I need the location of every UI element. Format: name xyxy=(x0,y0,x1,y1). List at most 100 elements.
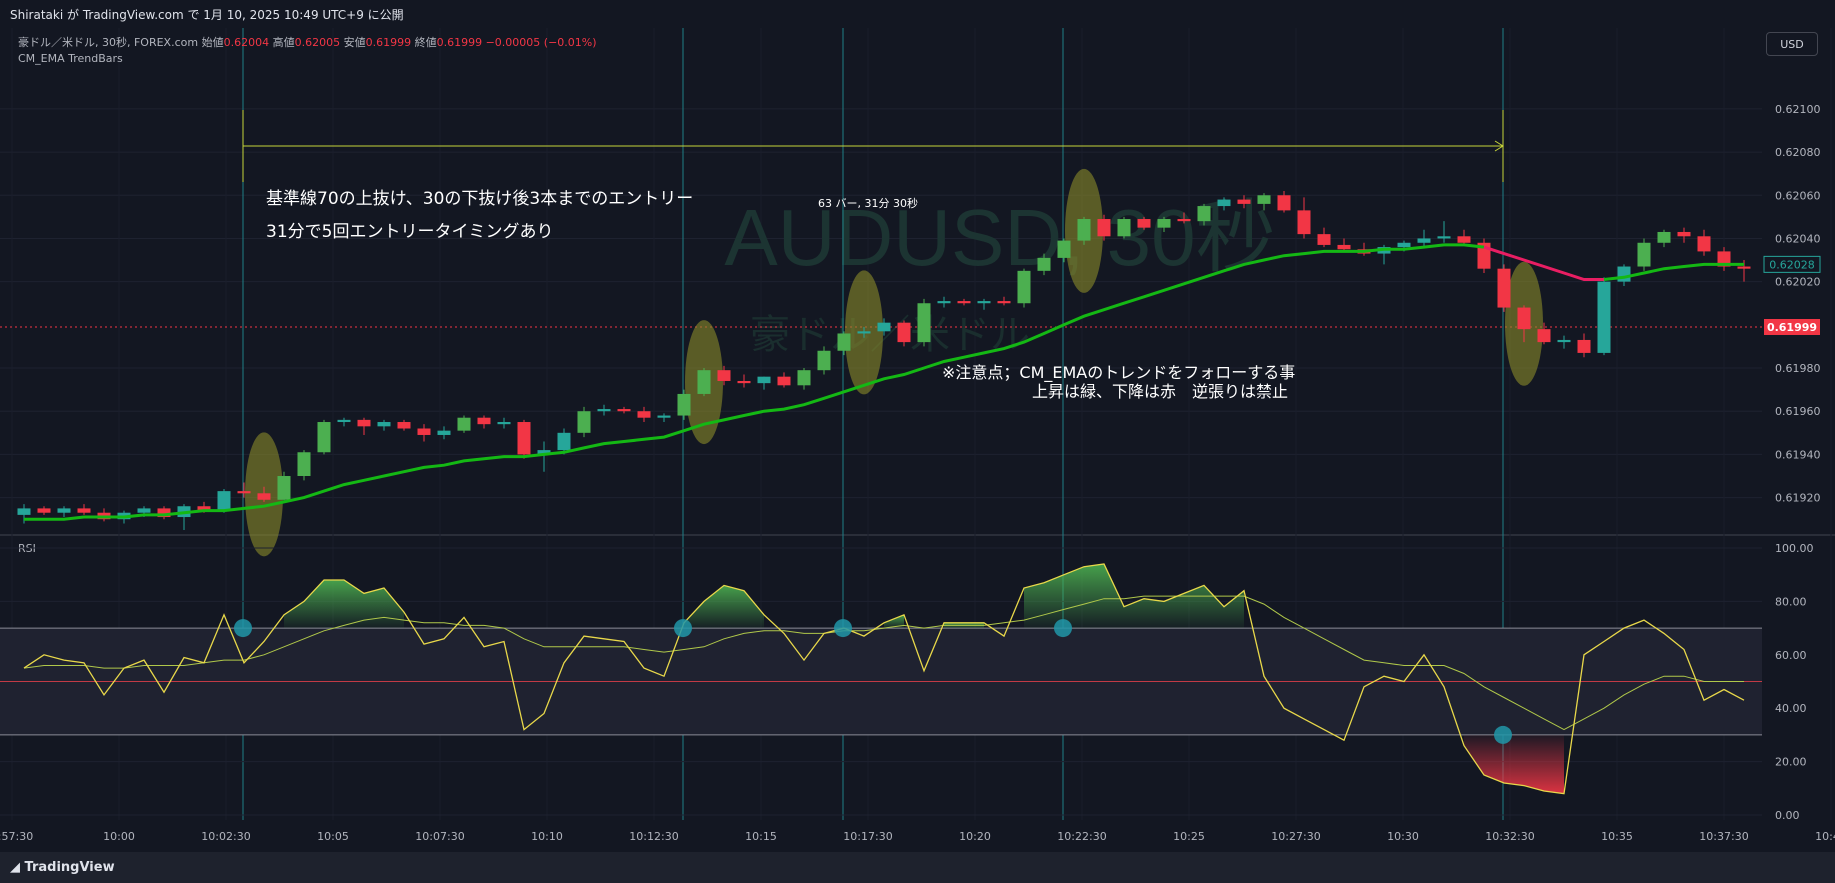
candle-body xyxy=(17,508,31,515)
close-value: 0.61999 xyxy=(436,36,483,49)
candle-body xyxy=(1337,244,1351,250)
time-tick-label: 10:27:30 xyxy=(1271,830,1320,843)
candle-body xyxy=(477,417,491,425)
candle-body xyxy=(1657,231,1671,243)
ema-price-badge xyxy=(1763,255,1821,273)
candle-body xyxy=(1697,236,1711,252)
candle-body xyxy=(897,322,911,343)
candle-body xyxy=(1317,234,1331,245)
candle-body xyxy=(1537,329,1551,343)
top-bar: Shirataki が TradingView.com で 1月 10, 202… xyxy=(0,0,1835,28)
candle-body xyxy=(797,370,811,386)
symbol-label[interactable]: 豪ドル／米ドル, 30秒, FOREX.com xyxy=(18,36,199,49)
chart-canvas[interactable]: 0.62100 0.62080 0.62060 0.62040 0.62020 0.619… xyxy=(0,0,1835,852)
candle-body xyxy=(737,380,751,384)
candle-body xyxy=(677,393,691,416)
candle-body xyxy=(1417,238,1431,243)
candle-body xyxy=(817,350,831,371)
candle-body xyxy=(777,376,791,386)
ema-line-up xyxy=(24,243,1485,521)
measure-arrow-head xyxy=(1494,140,1504,152)
candle-body xyxy=(1057,240,1071,258)
candle-body xyxy=(457,417,471,431)
price-tick-label: 0.62100 xyxy=(1775,103,1821,116)
watermark-symbol: AUDUSD, 30秒 xyxy=(724,193,1275,282)
candle-body xyxy=(657,415,671,418)
ema-price-badge-text: 0.62028 xyxy=(1769,258,1815,271)
candle-body xyxy=(57,508,71,513)
candle-body xyxy=(297,452,311,477)
annotation-trend-rule: 上昇は緑、下降は赤 逆張りは禁止 xyxy=(1032,382,1288,401)
candle-body xyxy=(1217,199,1231,207)
candle-body xyxy=(497,422,511,425)
rsi-signal-dot xyxy=(674,619,692,638)
time-tick-label: 10:07:30 xyxy=(415,830,464,843)
annotation-entry-rule: 基準線70の上抜け、30の下抜け後3本までのエントリー xyxy=(266,189,693,209)
open-label: 始値 xyxy=(201,36,224,49)
candle-body xyxy=(1457,236,1471,243)
candle-body xyxy=(717,370,731,381)
time-tick-label: 10:22:30 xyxy=(1057,830,1106,843)
time-tick-label: 10:00 xyxy=(103,830,135,843)
candle-body xyxy=(1097,219,1111,237)
time-tick-label: 10:37:30 xyxy=(1699,830,1748,843)
candle-body xyxy=(517,422,531,455)
candle-body xyxy=(1237,199,1251,204)
time-tick-label: 10:17:30 xyxy=(843,830,892,843)
candle-body xyxy=(1597,281,1611,353)
candle-body xyxy=(617,409,631,412)
high-value: 0.62005 xyxy=(294,36,341,49)
candle-body xyxy=(1497,268,1511,308)
candle-body xyxy=(1717,251,1731,267)
candle-body xyxy=(877,322,891,332)
candle-body xyxy=(237,491,251,494)
candle-body xyxy=(557,432,571,451)
price-tick-label: 0.61980 xyxy=(1775,362,1821,375)
rsi-overbought-fill xyxy=(684,585,764,629)
candle-body xyxy=(317,422,331,453)
time-tick-label: 9:57:30 xyxy=(0,830,33,843)
tv-logo-icon: ◢ xyxy=(10,860,25,875)
annotation-entry-count: 31分で5回エントリータイミングあり xyxy=(266,222,553,242)
price-tick-label: 0.62020 xyxy=(1775,276,1821,289)
candle-body xyxy=(1637,242,1651,267)
candle-body xyxy=(157,508,171,518)
candle-body xyxy=(857,331,871,334)
candle-body xyxy=(1557,339,1571,343)
candle-body xyxy=(1577,339,1591,353)
time-tick-label: 10:15 xyxy=(745,830,777,843)
rsi-tick-label: 40.00 xyxy=(1775,702,1807,715)
current-price-badge xyxy=(1764,318,1820,335)
time-tick-label: 10:35 xyxy=(1601,830,1633,843)
logo-text: TradingView xyxy=(24,860,115,875)
candle-body xyxy=(1517,307,1531,330)
ema-line-down xyxy=(1483,245,1604,281)
candle-body xyxy=(1017,270,1031,304)
currency-button[interactable]: USD xyxy=(1766,32,1818,56)
candle-body xyxy=(257,493,271,500)
candle-body xyxy=(1117,219,1131,237)
candle-body xyxy=(1617,266,1631,282)
time-tick-label: 10:32:30 xyxy=(1485,830,1534,843)
candle-body xyxy=(637,411,651,418)
candle-body xyxy=(357,419,371,427)
candle-body xyxy=(1077,219,1091,241)
time-tick-label: 10:40 xyxy=(1815,830,1835,843)
rsi-overbought-fill xyxy=(1024,564,1244,629)
tradingview-logo[interactable]: ◢ TradingView xyxy=(10,860,115,875)
price-tick-label: 0.62080 xyxy=(1775,146,1821,159)
candle-body xyxy=(217,491,231,511)
candle-body xyxy=(277,476,291,500)
rsi-tick-label: 80.00 xyxy=(1775,595,1807,608)
rsi-tick-label: 20.00 xyxy=(1775,756,1807,769)
rsi-overbought-fill xyxy=(284,580,404,629)
rsi-tick-label: 60.00 xyxy=(1775,649,1807,662)
candle-body xyxy=(1257,195,1271,204)
change-value: −0.00005 (−0.01%) xyxy=(485,36,597,49)
indicator-legend[interactable]: CM_EMA TrendBars xyxy=(18,52,123,65)
candle-body xyxy=(377,422,391,427)
time-tick-label: 10:05 xyxy=(317,830,349,843)
candle-body xyxy=(837,333,851,351)
panel-separator xyxy=(0,534,1835,536)
candle-body xyxy=(417,428,431,435)
